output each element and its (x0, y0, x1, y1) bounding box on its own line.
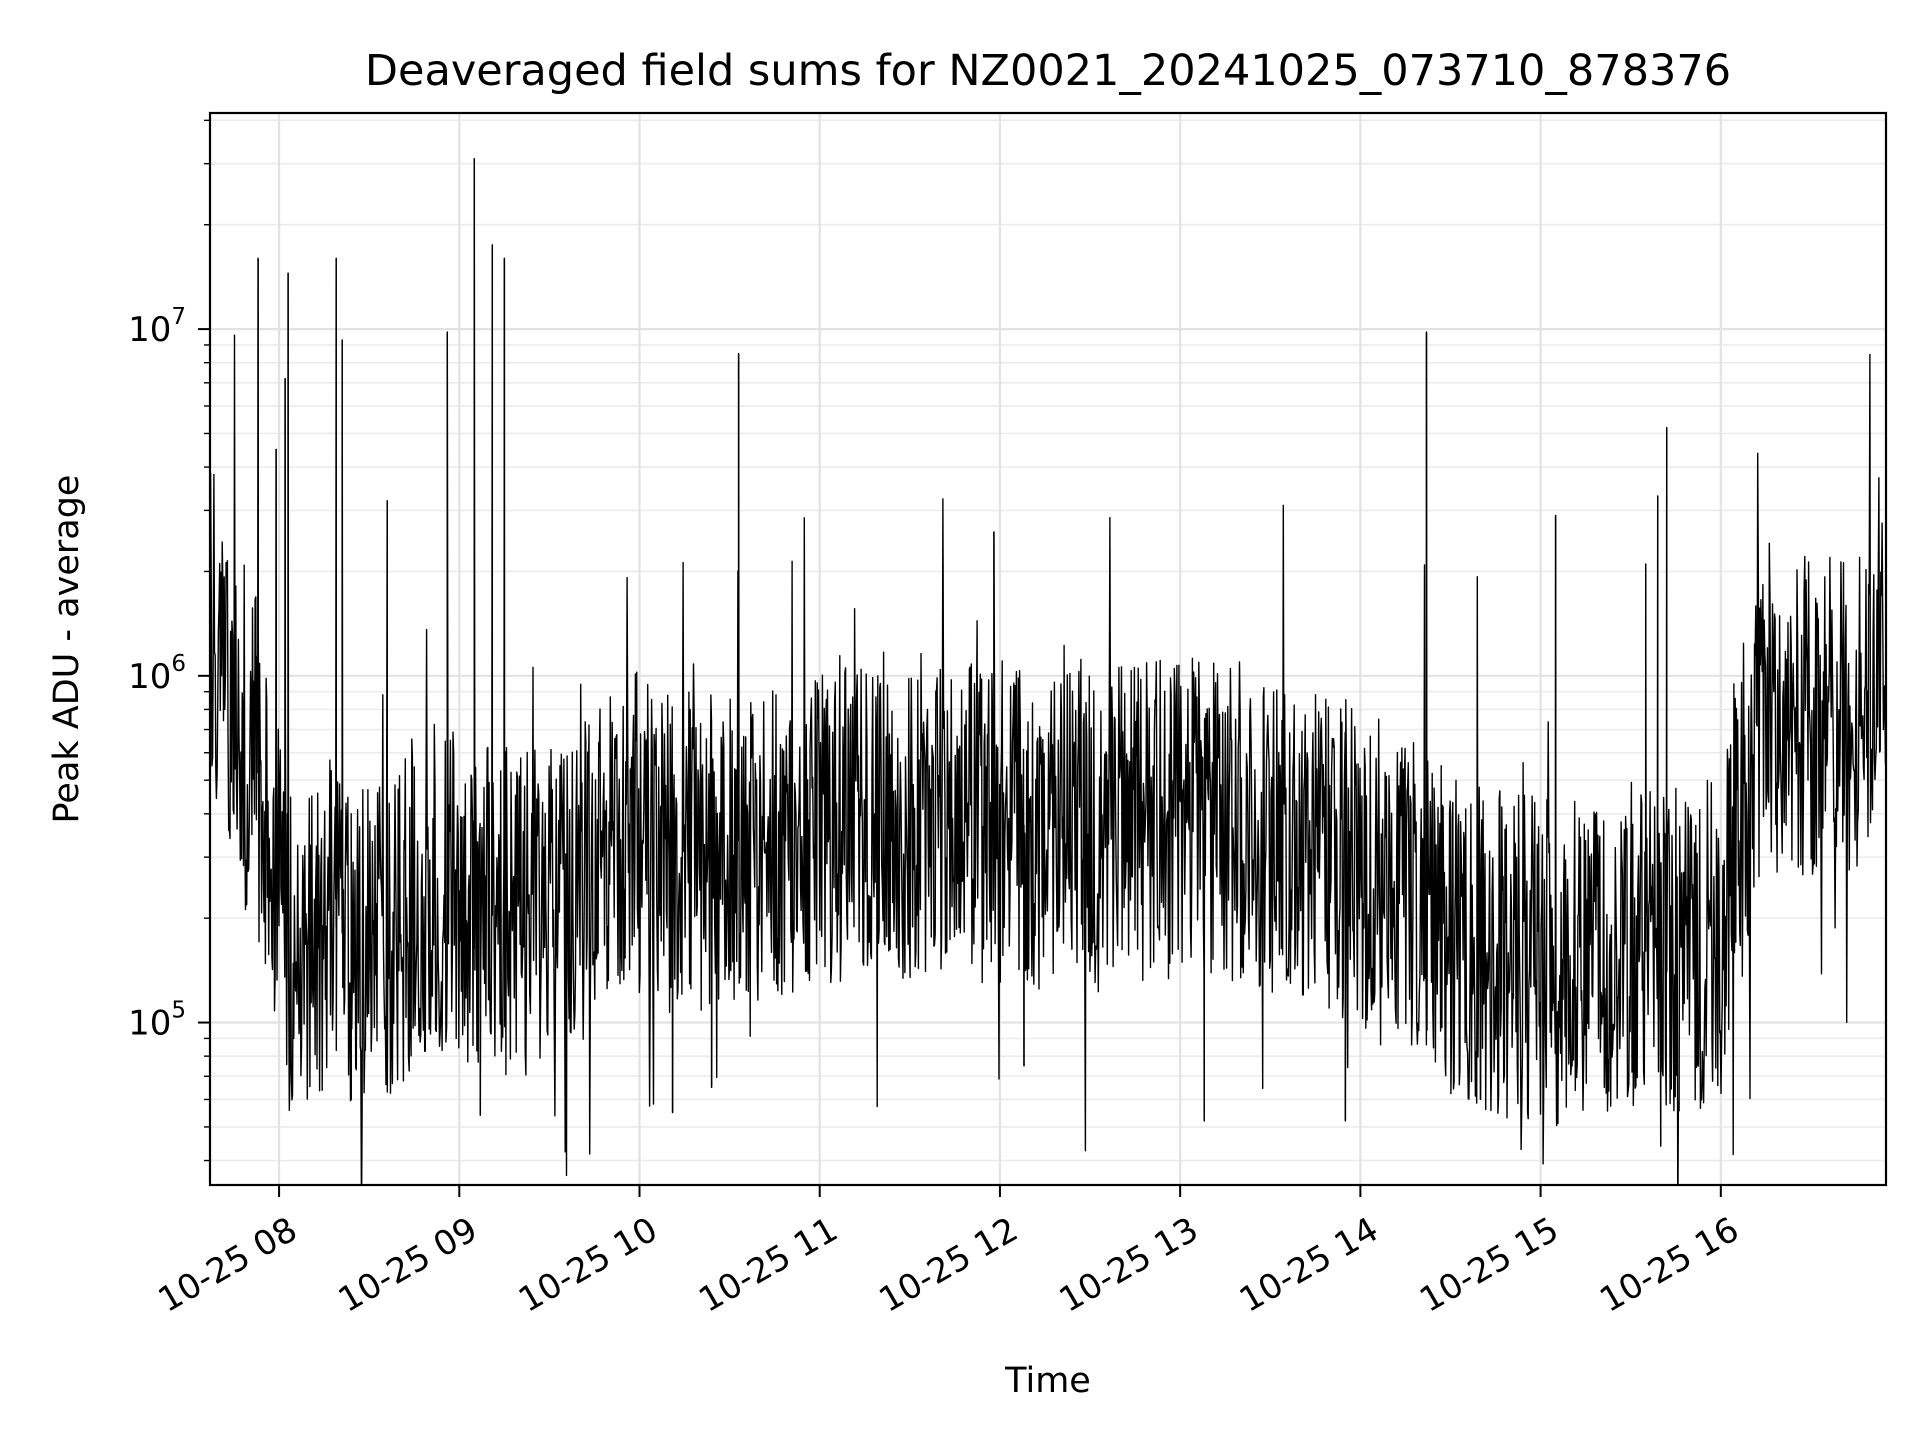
series-layer (210, 158, 1886, 1185)
y-tick-label-base: 10 (128, 1004, 171, 1044)
plot-frame (208, 111, 1888, 1187)
y-tick-label-exponent: 6 (171, 651, 186, 677)
y-tick-label-exponent: 5 (171, 998, 186, 1024)
y-tick-label-base: 10 (128, 310, 171, 350)
x-axis-label: Time (1004, 1361, 1091, 1401)
y-tick-label: 106 (128, 651, 186, 697)
y-tick-label-base: 10 (128, 657, 171, 697)
y-tick-label: 105 (128, 998, 186, 1044)
chart-title: Deaveraged field sums for NZ0021_2024102… (365, 46, 1731, 96)
y-tick-label-exponent: 7 (171, 304, 186, 330)
series-line (210, 158, 1886, 1185)
y-tick-label: 107 (128, 304, 186, 350)
y-axis-label: Peak ADU - average (47, 475, 87, 824)
